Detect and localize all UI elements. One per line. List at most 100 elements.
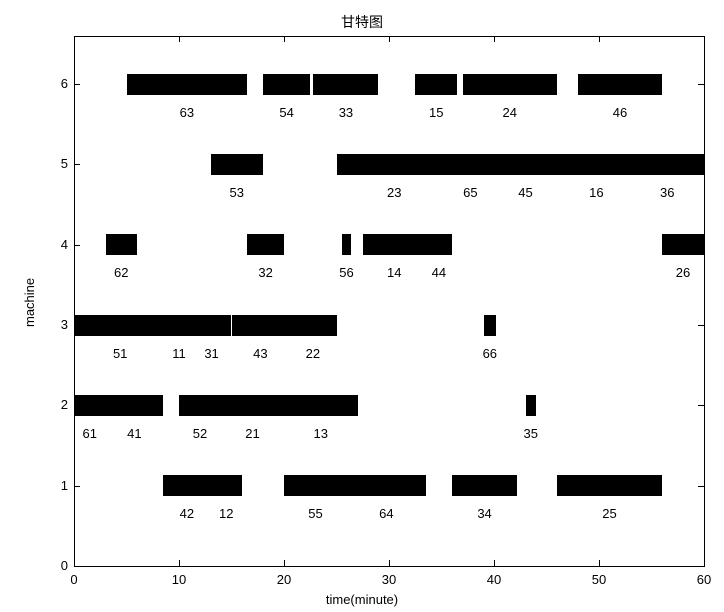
y-tick-label: 4	[54, 237, 68, 252]
gantt-bar	[452, 154, 489, 175]
gantt-bar-label: 31	[204, 346, 218, 361]
gantt-bar-label: 22	[306, 346, 320, 361]
gantt-bar-label: 21	[245, 426, 259, 441]
gantt-bar	[284, 395, 358, 416]
y-tick-right	[698, 566, 704, 567]
axis-right	[704, 36, 705, 566]
gantt-bar-label: 23	[387, 185, 401, 200]
gantt-bar-label: 65	[463, 185, 477, 200]
gantt-bar-label: 35	[524, 426, 538, 441]
gantt-bar-label: 33	[339, 105, 353, 120]
x-tick	[494, 560, 495, 566]
gantt-bar	[463, 74, 558, 95]
x-tick	[389, 560, 390, 566]
y-tick-label: 2	[54, 397, 68, 412]
x-tick-label: 60	[694, 572, 714, 587]
gantt-bar	[106, 395, 164, 416]
gantt-bar	[221, 395, 284, 416]
gantt-bar-label: 53	[230, 185, 244, 200]
x-tick	[284, 560, 285, 566]
axis-bottom	[74, 566, 705, 567]
gantt-bar-label: 16	[589, 185, 603, 200]
gantt-bar	[284, 475, 347, 496]
x-tick-label: 10	[169, 572, 189, 587]
gantt-bar-label: 56	[339, 265, 353, 280]
gantt-bar	[562, 154, 630, 175]
gantt-bar-label: 64	[379, 506, 393, 521]
gantt-bar	[166, 315, 191, 336]
gantt-bar-label: 15	[429, 105, 443, 120]
x-axis-label: time(minute)	[0, 592, 724, 607]
chart-title: 甘特图	[0, 12, 724, 32]
gantt-bar-label: 13	[314, 426, 328, 441]
x-tick-top	[284, 36, 285, 42]
x-tick-top	[494, 36, 495, 42]
gantt-bar	[179, 395, 221, 416]
y-tick	[74, 164, 80, 165]
gantt-bar	[106, 234, 138, 255]
x-tick	[704, 560, 705, 566]
gantt-bar	[662, 234, 704, 255]
gantt-bar-label: 24	[503, 105, 517, 120]
x-tick-label: 20	[274, 572, 294, 587]
gantt-bar	[211, 154, 264, 175]
gantt-bar-label: 43	[253, 346, 267, 361]
y-tick-right	[698, 84, 704, 85]
gantt-bar	[342, 234, 351, 255]
gantt-bar	[289, 315, 336, 336]
x-tick-top	[599, 36, 600, 42]
y-tick-label: 6	[54, 76, 68, 91]
gantt-bar-label: 32	[258, 265, 272, 280]
gantt-bar-label: 52	[193, 426, 207, 441]
y-tick-label: 0	[54, 558, 68, 573]
gantt-bar-label: 36	[660, 185, 674, 200]
gantt-bar	[452, 475, 517, 496]
gantt-bar-label: 66	[483, 346, 497, 361]
gantt-bar-label: 41	[127, 426, 141, 441]
gantt-bar	[489, 154, 563, 175]
gantt-bar-label: 46	[613, 105, 627, 120]
y-tick-label: 1	[54, 478, 68, 493]
y-axis-label: machine	[22, 278, 37, 327]
gantt-bar	[127, 74, 248, 95]
gantt-bar	[247, 234, 284, 255]
x-tick-label: 40	[484, 572, 504, 587]
y-tick	[74, 486, 80, 487]
gantt-bar	[192, 315, 232, 336]
y-tick	[74, 245, 80, 246]
gantt-bar-label: 45	[518, 185, 532, 200]
gantt-bar-label: 44	[432, 265, 446, 280]
gantt-bar-label: 55	[308, 506, 322, 521]
y-tick-right	[698, 486, 704, 487]
gantt-bar	[337, 154, 453, 175]
x-tick-label: 50	[589, 572, 609, 587]
gantt-bar	[347, 475, 426, 496]
gantt-bar-label: 61	[83, 426, 97, 441]
gantt-bar-label: 63	[180, 105, 194, 120]
gantt-bar-label: 25	[602, 506, 616, 521]
gantt-bar	[526, 395, 537, 416]
gantt-bar-label: 11	[172, 346, 186, 361]
gantt-bar	[74, 395, 106, 416]
gantt-bar	[232, 315, 290, 336]
y-tick	[74, 566, 80, 567]
gantt-bar-label: 62	[114, 265, 128, 280]
gantt-bar	[484, 315, 497, 336]
gantt-bar-label: 14	[387, 265, 401, 280]
gantt-bar	[557, 475, 662, 496]
gantt-bar	[426, 234, 452, 255]
gantt-bar	[211, 475, 243, 496]
gantt-bar-label: 54	[279, 105, 293, 120]
gantt-bar	[578, 74, 662, 95]
x-tick-top	[179, 36, 180, 42]
x-tick-top	[74, 36, 75, 42]
x-tick-label: 0	[64, 572, 84, 587]
gantt-bar-label: 26	[676, 265, 690, 280]
x-tick-top	[389, 36, 390, 42]
x-tick-label: 30	[379, 572, 399, 587]
gantt-bar	[263, 74, 310, 95]
gantt-bar	[74, 315, 166, 336]
gantt-bar-label: 12	[219, 506, 233, 521]
y-tick-right	[698, 325, 704, 326]
gantt-bar-label: 34	[477, 506, 491, 521]
